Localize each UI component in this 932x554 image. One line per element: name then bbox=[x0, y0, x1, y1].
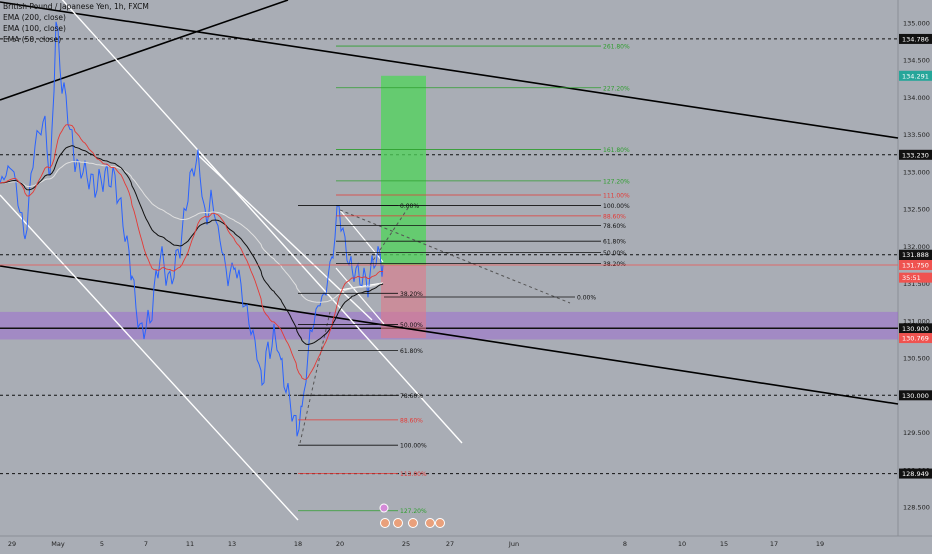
x-tick-label: 7 bbox=[144, 540, 148, 548]
y-tick-label: 133.000 bbox=[903, 168, 930, 176]
x-tick-label: 27 bbox=[446, 540, 454, 548]
price-badge-label: 134.786 bbox=[902, 35, 929, 43]
y-tick-label: 132.500 bbox=[903, 206, 930, 214]
fib-level-label: 88.60% bbox=[603, 213, 626, 220]
y-tick-label: 129.500 bbox=[903, 429, 930, 437]
x-tick-label: 29 bbox=[8, 540, 16, 548]
fib-level-label: 50.00% bbox=[603, 250, 626, 257]
x-tick-label: 13 bbox=[228, 540, 236, 548]
event-icon bbox=[425, 518, 435, 528]
fib-level-label: 38.20% bbox=[400, 291, 423, 298]
price-badge-label: 35:51 bbox=[902, 274, 921, 282]
fib-level-label: 61.80% bbox=[603, 239, 626, 246]
x-tick-label: 8 bbox=[623, 540, 627, 548]
event-icon bbox=[435, 518, 445, 528]
price-badge-label: 133.230 bbox=[902, 151, 929, 159]
price-badge bbox=[899, 260, 932, 270]
fib-level-label: 78.60% bbox=[603, 223, 626, 230]
trend-line bbox=[0, 265, 899, 405]
x-tick-label: Jun bbox=[508, 540, 519, 548]
price-badge-label: 131.888 bbox=[902, 251, 929, 259]
flag-line bbox=[339, 282, 384, 291]
fib-level-label: 88.60% bbox=[400, 417, 423, 424]
channel-line bbox=[197, 154, 373, 321]
x-tick-label: 18 bbox=[294, 540, 302, 548]
x-tick-label: 19 bbox=[816, 540, 824, 548]
price-badge-label: 131.750 bbox=[902, 262, 929, 270]
y-tick-label: 131.000 bbox=[903, 317, 930, 325]
price-badge bbox=[899, 333, 932, 344]
projection-line bbox=[299, 311, 331, 444]
fib-level-label: 38.20% bbox=[603, 261, 626, 268]
ema-200-label[interactable]: EMA (200, close) bbox=[3, 13, 66, 22]
y-tick-label: 128.500 bbox=[903, 504, 930, 512]
price-badge-label: 128.949 bbox=[902, 470, 929, 478]
price-badge-label: 130.900 bbox=[902, 325, 929, 333]
price-line bbox=[0, 21, 384, 437]
x-tick-label: 10 bbox=[678, 540, 686, 548]
price-badge bbox=[899, 390, 932, 401]
fib-level-label: 127.20% bbox=[603, 178, 630, 185]
fib-level-label: 50.00% bbox=[400, 322, 423, 329]
channel-line bbox=[0, 194, 299, 521]
fib-level-label: 61.80% bbox=[400, 348, 423, 355]
x-tick-label: 15 bbox=[720, 540, 728, 548]
y-tick-label: 131.500 bbox=[903, 280, 930, 288]
event-icon bbox=[393, 518, 403, 528]
x-tick-label: 5 bbox=[100, 540, 104, 548]
x-tick-label: 25 bbox=[402, 540, 410, 548]
trend-line bbox=[0, 0, 289, 101]
projection-line bbox=[339, 209, 571, 304]
ema-50-label[interactable]: EMA (50, close) bbox=[3, 35, 62, 44]
x-tick-label: 17 bbox=[770, 540, 778, 548]
ema-50-line bbox=[0, 124, 384, 380]
channel-line bbox=[61, 0, 463, 444]
fib-level-label: 0.00% bbox=[400, 203, 419, 210]
flag-line bbox=[335, 267, 385, 325]
fib-level-label: 227.20% bbox=[603, 85, 630, 92]
position-profit-zone bbox=[381, 75, 426, 265]
fib-level-label: 113.00% bbox=[400, 471, 427, 478]
price-badge bbox=[899, 323, 932, 334]
price-badge-label: 134.291 bbox=[902, 72, 929, 80]
fib-level-label: 161.80% bbox=[603, 147, 630, 154]
y-tick-label: 135.000 bbox=[903, 20, 930, 28]
x-tick-label: 20 bbox=[336, 540, 344, 548]
fib-level-label: 100.00% bbox=[603, 203, 630, 210]
y-tick-label: 134.000 bbox=[903, 94, 930, 102]
projection-level-label: 0.00% bbox=[577, 295, 596, 302]
x-tick-label: May bbox=[51, 540, 65, 548]
ema-100-label[interactable]: EMA (100, close) bbox=[3, 24, 66, 33]
event-icon bbox=[379, 503, 389, 513]
price-badge-label: 130.769 bbox=[902, 335, 929, 343]
event-icon bbox=[380, 518, 390, 528]
chart-legend: British Pound / Japanese Yen, 1h, FXCM E… bbox=[3, 1, 149, 45]
event-icon bbox=[408, 518, 418, 528]
price-badge bbox=[899, 149, 932, 160]
price-badge bbox=[899, 33, 932, 44]
fib-level-label: 111.00% bbox=[603, 193, 630, 200]
symbol-title[interactable]: British Pound / Japanese Yen, 1h, FXCM bbox=[3, 2, 149, 11]
y-tick-label: 133.500 bbox=[903, 131, 930, 139]
fib-level-label: 261.80% bbox=[603, 44, 630, 51]
price-badge bbox=[899, 249, 932, 260]
price-badge bbox=[899, 272, 932, 283]
fib-level-label: 127.20% bbox=[400, 508, 427, 515]
y-tick-label: 130.500 bbox=[903, 355, 930, 363]
flag-line bbox=[339, 209, 384, 263]
fib-level-label: 100.00% bbox=[400, 443, 427, 450]
trend-line bbox=[0, 1, 899, 139]
x-tick-label: 11 bbox=[186, 540, 194, 548]
price-badge-label: 130.000 bbox=[902, 392, 929, 400]
plot-area bbox=[0, 0, 898, 536]
y-tick-label: 132.000 bbox=[903, 243, 930, 251]
y-tick-label: 134.500 bbox=[903, 57, 930, 65]
fib-level-label: 78.60% bbox=[400, 393, 423, 400]
price-badge bbox=[899, 468, 932, 479]
ema-200-line bbox=[0, 161, 384, 303]
price-badge bbox=[899, 70, 932, 81]
